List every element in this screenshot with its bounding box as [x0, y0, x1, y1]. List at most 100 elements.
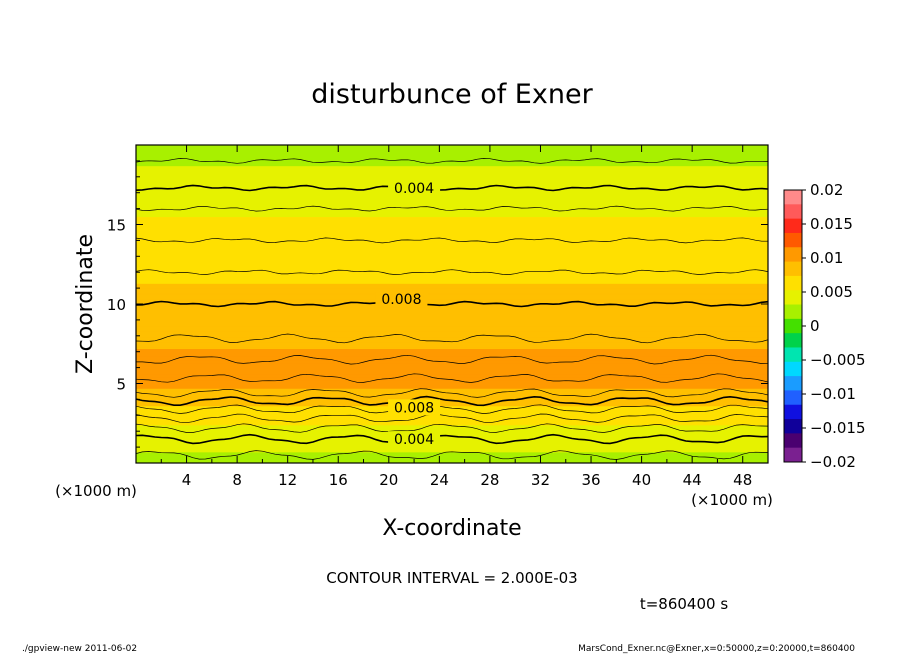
time-label: t=860400 s: [640, 595, 728, 613]
contour-band: [136, 279, 768, 283]
contour-band: [136, 177, 768, 181]
contour-label-bg: [388, 431, 441, 448]
contour-band: [136, 389, 768, 392]
contour-band: [136, 244, 768, 248]
contour-band: [136, 251, 768, 254]
contour-band: [136, 274, 768, 278]
contour-band: [136, 381, 768, 384]
contour-band: [136, 257, 768, 260]
contour-band: [136, 254, 768, 257]
contour-band: [136, 181, 768, 184]
contour-band: [136, 246, 768, 249]
contour-line: [136, 333, 768, 344]
colorbar-segment: [784, 419, 802, 434]
contour-band: [136, 316, 768, 319]
colorbar-segment: [784, 290, 802, 306]
contour-band: [136, 319, 768, 322]
contour-band: [136, 365, 768, 369]
contour-band: [136, 195, 768, 198]
contour-band: [136, 209, 768, 213]
contour-band: [136, 287, 768, 291]
contour-band: [136, 456, 768, 459]
contour-band: [136, 359, 768, 362]
contour-band: [136, 201, 768, 205]
contour-band: [136, 189, 768, 192]
contour-lines: [136, 158, 768, 460]
contour-band: [136, 445, 768, 448]
contour-band: [136, 354, 768, 357]
contour-band: [136, 227, 768, 230]
contour-band: [136, 154, 768, 157]
contour-band: [136, 320, 768, 324]
contour-band: [136, 383, 768, 386]
contour-band: [136, 184, 768, 187]
x-tick-label: 12: [278, 471, 297, 489]
x-axis-ticks: 4 8 12 16 20 24 28 32 36 40 44 48: [160, 145, 752, 489]
contour-band: [136, 392, 768, 396]
contour-band: [136, 344, 768, 348]
contour-band: [136, 266, 768, 270]
contour-band: [136, 149, 768, 152]
contour-band: [136, 355, 768, 359]
contour-band: [136, 243, 768, 246]
contour-band: [136, 405, 768, 408]
colorbar-tick-label: 0.02: [810, 181, 843, 199]
contour-band: [136, 211, 768, 214]
x-tick-label: 32: [531, 471, 550, 489]
x-tick-label: 48: [733, 471, 752, 489]
contour-line: [136, 354, 768, 365]
contour-band: [136, 231, 768, 235]
contour-band: [136, 292, 768, 295]
contour-band: [136, 300, 768, 303]
colorbar-segment: [784, 447, 802, 463]
contour-band: [136, 262, 768, 265]
contour-band: [136, 305, 768, 308]
contour-band: [136, 376, 768, 380]
contour-band: [136, 212, 768, 216]
contour-band: [136, 157, 768, 160]
contour-band: [136, 375, 768, 378]
contour-band: [136, 228, 768, 232]
x-tick-label: 4: [182, 471, 192, 489]
colorbar-tick-label: −0.015: [810, 419, 866, 437]
colorbar-tick-label: 0.01: [810, 249, 843, 267]
contour-band: [136, 271, 768, 275]
contour-band: [136, 192, 768, 195]
contour-band: [136, 179, 768, 183]
contour-line: [136, 237, 768, 244]
contour-band: [136, 413, 768, 416]
contour-band: [136, 298, 768, 302]
contour-label-bg: [375, 291, 428, 308]
colorbar-segment: [784, 404, 802, 420]
contour-band: [136, 403, 768, 407]
contour-band: [136, 286, 768, 289]
contour-band: [136, 362, 768, 365]
contour-band: [136, 386, 768, 389]
contour-band: [136, 438, 768, 442]
contour-band: [136, 325, 768, 329]
contour-line: [136, 373, 768, 383]
contour-band: [136, 270, 768, 273]
contour-band: [136, 313, 768, 316]
colorbar-tick-label: 0.005: [810, 283, 853, 301]
contour-line: [136, 423, 768, 433]
contour-line: [136, 300, 768, 308]
contour-line: [136, 413, 768, 424]
contour-band: [136, 206, 768, 210]
contour-band: [136, 338, 768, 342]
contour-band: [136, 335, 768, 338]
contour-band: [136, 236, 768, 240]
contour-band: [136, 322, 768, 326]
y-tick-label: 5: [116, 376, 126, 394]
contour-band: [136, 166, 768, 170]
x-tick-label: 20: [379, 471, 398, 489]
contour-band: [136, 317, 768, 321]
contour-band: [136, 273, 768, 276]
contour-line: [136, 269, 768, 275]
colorbar-tick-label: −0.005: [810, 351, 866, 369]
contour-band: [136, 161, 768, 165]
contour-band: [136, 185, 768, 189]
contour-band: [136, 441, 768, 445]
x-tick-label: 28: [480, 471, 499, 489]
colorbar-tick-label: 0: [810, 317, 820, 335]
